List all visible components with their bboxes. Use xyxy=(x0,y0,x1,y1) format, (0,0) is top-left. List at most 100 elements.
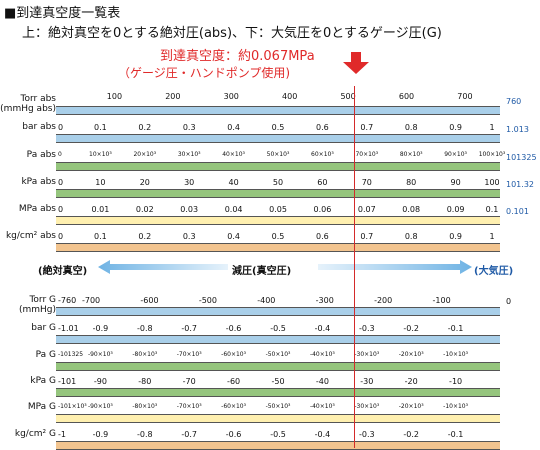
tick-label: -0.4 xyxy=(314,324,331,333)
tick-label: -30×10³ xyxy=(354,351,380,358)
tick-label: -80 xyxy=(138,377,152,386)
tick-label: 80×10³ xyxy=(399,151,423,158)
tick-label: 0.7 xyxy=(360,123,374,132)
tick-label: 100×10³ xyxy=(478,151,506,158)
scale-bar xyxy=(56,162,500,171)
tick-label: -0.3 xyxy=(358,430,375,439)
tick-label: 500 xyxy=(340,92,356,101)
tick-label: 70×10³ xyxy=(355,151,379,158)
tick-label: 300 xyxy=(223,92,239,101)
scale-label: kg/cm² abs xyxy=(5,231,56,241)
tick-label: -0.6 xyxy=(225,430,242,439)
tick-label: -400 xyxy=(257,296,276,305)
scale-bar xyxy=(56,441,500,450)
atmospheric-label: (大気圧) xyxy=(474,266,514,277)
tick-label: 600 xyxy=(398,92,415,101)
scale-bar xyxy=(56,134,500,143)
tick-label: 0.3 xyxy=(182,123,196,132)
tick-label: 1 xyxy=(489,123,495,132)
tick-label: -0.4 xyxy=(314,430,331,439)
tick-label: -50 xyxy=(271,377,285,386)
tick-label: -30 xyxy=(360,377,374,386)
scale-sublabel: (mmHg) xyxy=(18,305,56,315)
tick-label: -50×10³ xyxy=(265,403,291,410)
tick-label: -70×10³ xyxy=(176,403,202,410)
reach-vacuum-condition: （ゲージ圧・ハンドポンプ使用) xyxy=(118,66,291,80)
tick-label: -0.9 xyxy=(92,324,109,333)
tick-label: -0.9 xyxy=(92,430,109,439)
scale-bar xyxy=(56,388,500,397)
tick-label: -90 xyxy=(93,377,107,386)
tick-label: 200 xyxy=(165,92,181,101)
tick-label: -0.1 xyxy=(447,430,464,439)
tick-label: 0.8 xyxy=(404,232,418,241)
tick-label: 0.1 xyxy=(94,232,107,241)
tick-label: -0.8 xyxy=(136,430,153,439)
tick-label: 50 xyxy=(272,178,284,187)
tick-label: -20×10³ xyxy=(398,403,424,410)
tick-label: 400 xyxy=(282,92,298,101)
tick-label: 10×10³ xyxy=(89,151,112,158)
tick-label: -0.5 xyxy=(270,324,286,333)
scale-bar xyxy=(56,335,500,344)
tick-label: -760 xyxy=(58,296,77,305)
down-arrow-icon xyxy=(343,52,369,74)
scale-label: Torr G xyxy=(29,295,56,305)
tick-label: 10 xyxy=(95,178,106,187)
right-arrow-icon xyxy=(318,260,472,274)
tick-label: -300 xyxy=(315,296,334,305)
tick-label: -0.5 xyxy=(270,430,286,439)
tick-label: 0.5 xyxy=(271,123,285,132)
scale-label: kPa G xyxy=(30,376,56,386)
tick-label: 0 xyxy=(58,178,64,187)
tick-label: 40 xyxy=(228,178,239,187)
tick-label: -700 xyxy=(81,296,101,305)
scale-end-value: 0.101 xyxy=(506,207,529,216)
tick-label: 0.9 xyxy=(449,232,462,241)
tick-label: -10 xyxy=(449,377,463,386)
scale-label: Torr abs xyxy=(20,94,57,104)
tick-label: -0.6 xyxy=(225,324,242,333)
tick-label: 0.7 xyxy=(360,232,374,241)
page-subtitle: 上：絶対真空を0とする絶対圧(abs)、下：大気圧を0とするゲージ圧(G) xyxy=(22,26,442,41)
tick-label: -101325 xyxy=(58,351,84,358)
tick-label: -0.3 xyxy=(358,324,375,333)
tick-label: -90×10³ xyxy=(87,351,113,358)
tick-label: -10×10³ xyxy=(443,403,469,410)
scale-label: Pa G xyxy=(35,350,56,360)
tick-label: -40×10³ xyxy=(309,351,335,358)
absolute-vacuum-label: (絶対真空) xyxy=(38,266,88,277)
tick-label: -20×10³ xyxy=(398,351,424,358)
reduced-pressure-label: 減圧(真空圧) xyxy=(232,266,292,277)
tick-label: -50×10³ xyxy=(265,351,291,358)
scale-label: bar abs xyxy=(22,122,56,132)
scale-end-value: 101.32 xyxy=(506,180,534,189)
tick-label: 70 xyxy=(361,178,372,187)
tick-label: 30 xyxy=(184,178,195,187)
tick-label: 0.2 xyxy=(138,232,152,241)
reach-vacuum-line xyxy=(354,86,355,448)
tick-label: 1 xyxy=(489,232,495,241)
tick-label: -60 xyxy=(227,377,241,386)
scale-bar xyxy=(56,189,500,198)
tick-label: -0.1 xyxy=(447,324,464,333)
tick-label: 50×10³ xyxy=(266,151,290,158)
reach-vacuum-note: 到達真空度：約0.067MPa xyxy=(160,49,315,64)
tick-label: 0.6 xyxy=(316,123,329,132)
scale-bar xyxy=(56,243,500,252)
tick-label: 0.1 xyxy=(94,123,107,132)
tick-label: -0.7 xyxy=(181,430,197,439)
tick-label: 90×10³ xyxy=(444,151,467,158)
tick-label: -30×10³ xyxy=(354,403,380,410)
scale-bar xyxy=(56,216,500,225)
scale-end-value: 1.013 xyxy=(506,125,529,134)
tick-label: -101×10³ xyxy=(58,403,87,410)
tick-label: 0.06 xyxy=(313,205,332,214)
tick-label: 40×10³ xyxy=(222,151,245,158)
tick-label: 0 xyxy=(58,232,64,241)
tick-label: 0.07 xyxy=(357,205,376,214)
scale-sublabel: (mmHg abs) xyxy=(0,104,56,114)
tick-label: -1.01 xyxy=(58,324,79,333)
tick-label: -100 xyxy=(432,296,451,305)
tick-label: 60×10³ xyxy=(311,151,334,158)
